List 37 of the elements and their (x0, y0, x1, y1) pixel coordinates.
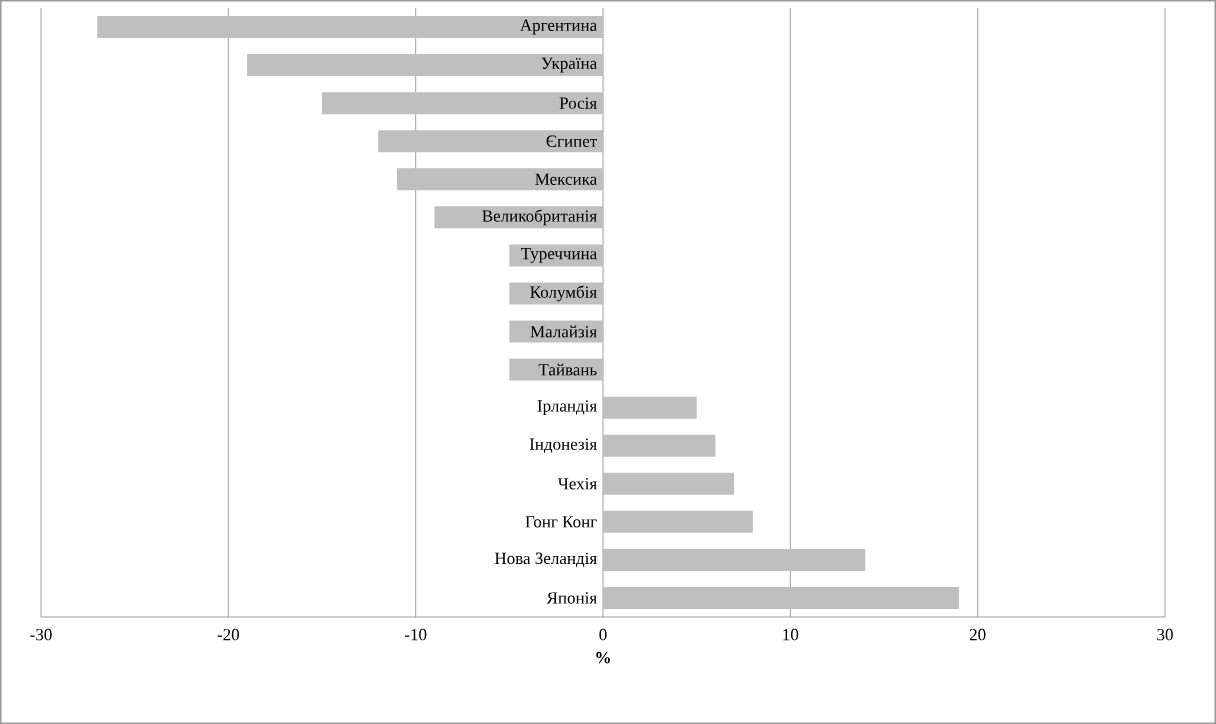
y-tick-label: Японія (546, 592, 597, 604)
y-tick-label: Україна (541, 57, 597, 73)
y-tick-label: Малайзія (530, 325, 597, 338)
x-tick-label: -10 (404, 628, 427, 641)
x-tick-label: 20 (969, 628, 986, 641)
x-tick-label: 30 (1157, 628, 1173, 641)
x-axis-title: % (596, 651, 610, 664)
bar (603, 396, 697, 419)
y-tick-label: Мексика (535, 173, 597, 185)
bar (603, 510, 753, 533)
bar (603, 434, 716, 457)
x-tick-label: 10 (783, 628, 799, 641)
y-tick-label: Ірландія (537, 400, 597, 416)
bar (603, 548, 866, 571)
x-tick-label: 0 (599, 628, 607, 641)
bar (434, 206, 604, 229)
bar (378, 130, 604, 153)
bar (322, 92, 604, 115)
y-tick-label: Чехія (557, 478, 597, 490)
y-tick-label: Нова Зеландія (494, 552, 597, 568)
x-tick-label: -20 (217, 628, 240, 641)
bar (97, 16, 604, 39)
y-tick-label: Аргентина (520, 19, 597, 35)
bar (509, 358, 604, 381)
bar (603, 472, 735, 495)
bar (396, 168, 604, 191)
y-tick-label: Єгипет (546, 135, 597, 147)
bar (603, 586, 959, 609)
y-tick-label: Колумбія (530, 285, 597, 302)
y-tick-label: Великобританія (482, 209, 597, 226)
bar (247, 54, 604, 77)
y-tick-label: Росія (559, 97, 597, 109)
y-tick-label: Тайвань (538, 363, 597, 376)
x-tick-label: -30 (30, 628, 52, 641)
y-tick-label: Індонезія (529, 438, 597, 453)
y-tick-label: Туреччина (521, 248, 597, 263)
y-tick-label: Гонг Конг (525, 516, 597, 528)
